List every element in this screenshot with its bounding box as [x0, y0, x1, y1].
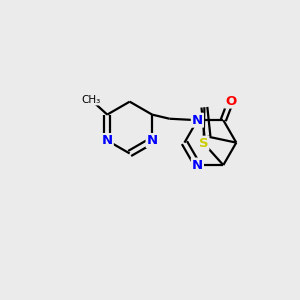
Text: CH₃: CH₃: [81, 95, 101, 105]
Text: O: O: [225, 94, 236, 108]
Text: N: N: [192, 114, 203, 127]
Text: N: N: [102, 134, 113, 147]
Text: N: N: [147, 134, 158, 147]
Text: N: N: [192, 159, 203, 172]
Text: S: S: [199, 137, 208, 150]
